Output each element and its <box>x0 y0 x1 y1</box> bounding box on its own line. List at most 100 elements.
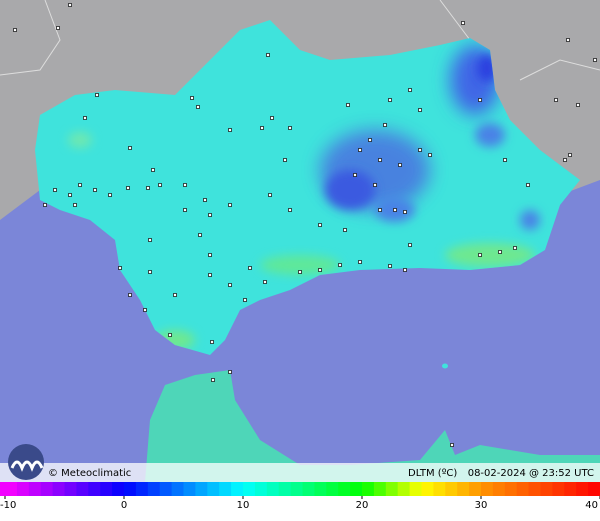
station <box>318 268 322 272</box>
station <box>403 268 407 272</box>
colorbar-swatch <box>421 482 434 496</box>
colorbar-swatch <box>338 482 351 496</box>
colorbar-swatch <box>314 482 327 496</box>
colorbar: -10 0 10 20 30 40 <box>0 482 600 511</box>
morocco <box>145 370 600 482</box>
station <box>243 298 247 302</box>
colorbar-tick-label: -10 <box>0 500 16 511</box>
colorbar-swatch <box>0 482 18 496</box>
station <box>183 208 187 212</box>
colorbar-swatch <box>147 482 161 496</box>
station <box>478 253 482 257</box>
station <box>353 173 357 177</box>
station <box>228 370 232 374</box>
station <box>53 188 57 192</box>
station <box>461 21 465 25</box>
station <box>190 96 194 100</box>
colorbar-swatch <box>124 482 137 496</box>
station <box>393 208 397 212</box>
station <box>450 443 454 447</box>
station <box>478 98 482 102</box>
station <box>388 98 392 102</box>
colorbar-swatch <box>219 482 232 496</box>
station <box>270 116 274 120</box>
colorbar-swatch <box>540 482 553 496</box>
station <box>266 53 270 57</box>
station <box>388 264 392 268</box>
colorbar-swatch <box>504 482 518 496</box>
islet <box>442 363 448 369</box>
colorbar-swatch <box>481 482 494 496</box>
station <box>228 283 232 287</box>
station <box>378 208 382 212</box>
station <box>283 158 287 162</box>
timestamp: 08-02-2024 @ 23:52 UTC <box>468 468 594 479</box>
colorbar-swatch <box>64 482 77 496</box>
colorbar-swatch <box>183 482 196 496</box>
station <box>368 138 372 142</box>
station <box>203 198 207 202</box>
colorbar-swatch <box>40 482 54 496</box>
station <box>168 333 172 337</box>
station <box>183 183 187 187</box>
station <box>43 203 47 207</box>
station <box>576 103 580 107</box>
stations <box>13 3 597 447</box>
station <box>428 153 432 157</box>
station <box>208 253 212 257</box>
colorbar-swatch <box>552 482 565 496</box>
station <box>13 28 17 32</box>
station <box>95 93 99 97</box>
station <box>288 208 292 212</box>
station <box>566 38 570 42</box>
colorbar-swatch <box>469 482 482 496</box>
station <box>93 188 97 192</box>
station <box>498 250 502 254</box>
colorbar-swatch <box>171 482 184 496</box>
station <box>373 183 377 187</box>
colorbar-swatch <box>52 482 65 496</box>
station <box>408 88 412 92</box>
temperature-field <box>68 45 540 350</box>
colorbar-tick-label: 10 <box>237 500 250 511</box>
colorbar-swatch <box>135 482 149 496</box>
station <box>208 213 212 217</box>
station <box>228 128 232 132</box>
station <box>126 186 130 190</box>
station <box>268 193 272 197</box>
station <box>128 146 132 150</box>
colorbar-swatch <box>564 482 577 496</box>
station <box>418 148 422 152</box>
colorbar-swatch <box>16 482 30 496</box>
station <box>260 126 264 130</box>
station <box>248 266 252 270</box>
station <box>211 378 215 382</box>
station <box>78 183 82 187</box>
station <box>143 308 147 312</box>
station <box>408 243 412 247</box>
station <box>173 293 177 297</box>
variable: DLTM (ºC) <box>408 468 457 479</box>
colorbar-swatch <box>433 482 446 496</box>
andalusia <box>35 20 580 355</box>
colorbar-swatch <box>28 482 42 496</box>
colorbar-swatch <box>88 482 101 496</box>
station <box>338 263 342 267</box>
station <box>158 183 162 187</box>
colorbar-swatch <box>302 482 315 496</box>
station <box>554 98 558 102</box>
colorbar-swatch <box>100 482 113 496</box>
station <box>73 203 77 207</box>
station <box>343 228 347 232</box>
station <box>418 108 422 112</box>
colorbar-tick-label: 20 <box>356 500 369 511</box>
station <box>503 158 507 162</box>
station <box>83 116 87 120</box>
station <box>358 260 362 264</box>
station <box>593 58 597 62</box>
station <box>151 168 155 172</box>
station <box>210 340 214 344</box>
colorbar-swatch <box>457 482 470 496</box>
colorbar-swatch <box>528 482 541 496</box>
